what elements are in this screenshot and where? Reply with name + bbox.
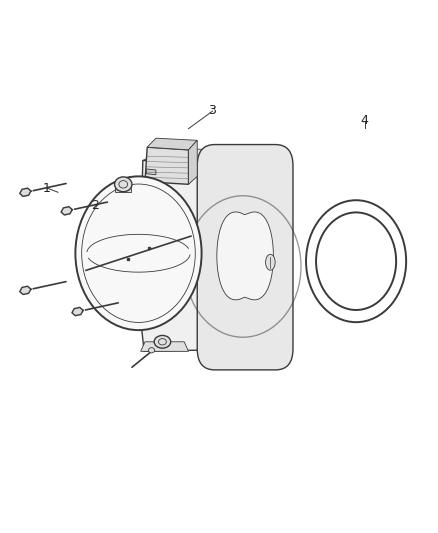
FancyBboxPatch shape (197, 144, 293, 370)
Polygon shape (139, 160, 271, 351)
Polygon shape (265, 155, 289, 349)
Ellipse shape (154, 335, 171, 348)
Polygon shape (72, 308, 83, 316)
Ellipse shape (148, 348, 155, 353)
Polygon shape (145, 147, 188, 184)
Text: 3: 3 (208, 103, 216, 117)
Text: 1: 1 (43, 182, 51, 195)
Polygon shape (143, 147, 289, 166)
Polygon shape (146, 169, 156, 175)
Ellipse shape (115, 177, 132, 192)
Polygon shape (116, 184, 131, 192)
Polygon shape (217, 212, 273, 300)
Polygon shape (20, 286, 31, 295)
Text: 2: 2 (91, 199, 99, 212)
Polygon shape (141, 342, 188, 351)
Text: 4: 4 (361, 114, 369, 127)
Polygon shape (147, 138, 197, 150)
Circle shape (75, 176, 201, 330)
Polygon shape (188, 140, 197, 184)
Polygon shape (20, 188, 31, 196)
Ellipse shape (265, 254, 275, 270)
Polygon shape (61, 207, 72, 215)
